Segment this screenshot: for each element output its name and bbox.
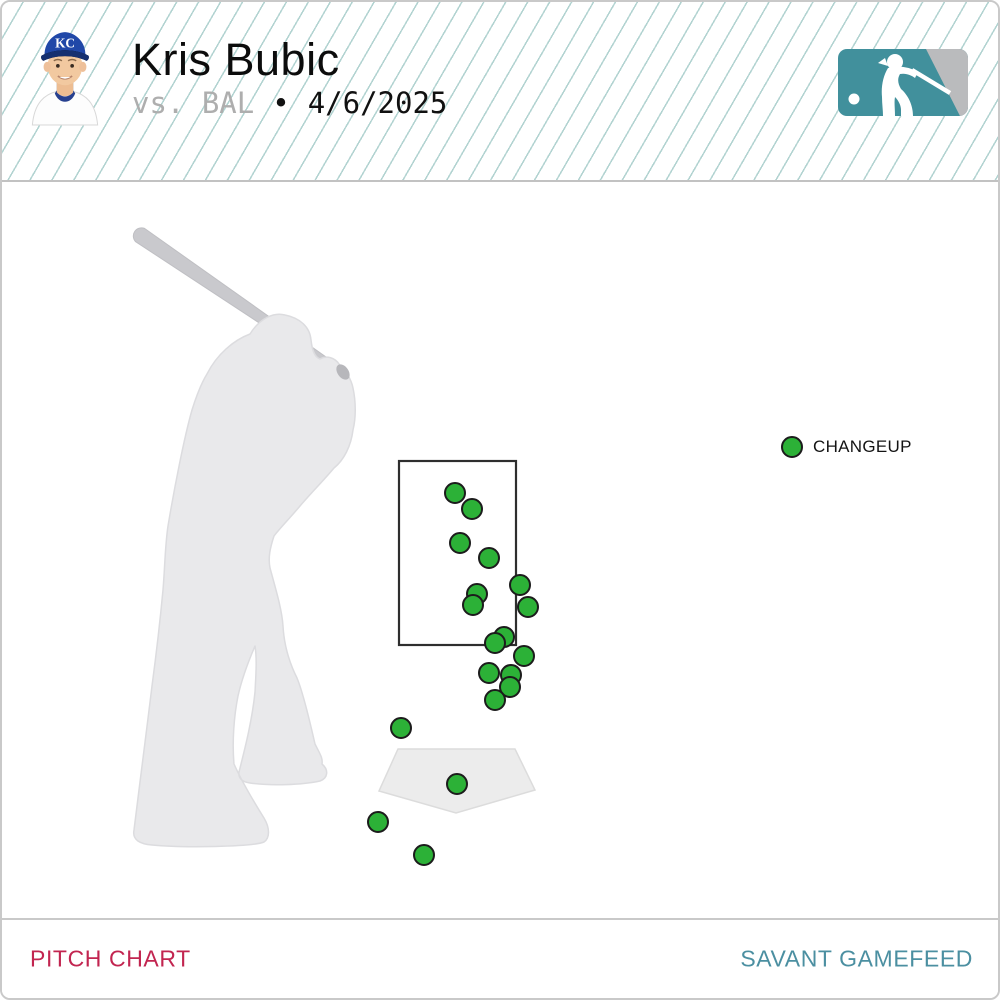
- savant-gamefeed-link[interactable]: SAVANT GAMEFEED: [740, 945, 973, 972]
- changeup-legend-dot-icon: [781, 436, 803, 458]
- svg-text:KC: KC: [55, 35, 75, 50]
- pitch-dot: [484, 689, 506, 711]
- legend-label: CHANGEUP: [813, 437, 912, 456]
- footer: PITCH CHART SAVANT GAMEFEED: [2, 918, 998, 998]
- pitch-dot: [509, 574, 531, 596]
- pitch-dot: [513, 645, 535, 667]
- chart-area: CHANGEUP: [2, 182, 998, 922]
- pitch-dot: [478, 547, 500, 569]
- pitch-chart-label: PITCH CHART: [30, 945, 191, 972]
- batter-silhouette: [132, 313, 356, 848]
- legend: CHANGEUP: [781, 436, 912, 458]
- mlb-logo-icon: [838, 49, 968, 116]
- subtitle: vs. BAL • 4/6/2025: [132, 86, 447, 120]
- pitch-dot: [367, 811, 389, 833]
- opponent-label: vs. BAL: [132, 86, 255, 120]
- bullet-separator: •: [272, 86, 290, 120]
- pitch-dot: [478, 662, 500, 684]
- pitch-dot: [444, 482, 466, 504]
- strike-zone: [397, 459, 518, 647]
- pitch-location-plot: [132, 227, 539, 866]
- page-title: Kris Bubic: [132, 34, 340, 85]
- pitch-dot: [484, 632, 506, 654]
- pitch-dot: [462, 594, 484, 616]
- pitch-dot: [499, 676, 521, 698]
- bat-knob: [336, 364, 350, 380]
- pitch-dot: [517, 596, 539, 618]
- pitch-dot: [413, 844, 435, 866]
- player-headshot: KC: [31, 32, 99, 126]
- header: KC Kris Bubic vs. BAL • 4/6/2025: [2, 2, 998, 182]
- game-date: 4/6/2025: [307, 86, 448, 120]
- pitch-dot: [446, 773, 468, 795]
- pitch-dot: [461, 498, 483, 520]
- pitch-dot: [390, 717, 412, 739]
- pitch-dot: [449, 532, 471, 554]
